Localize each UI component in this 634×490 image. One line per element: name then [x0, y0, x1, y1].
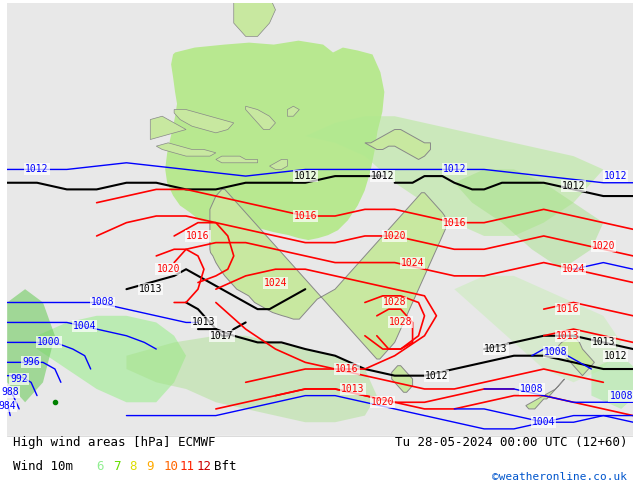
- Polygon shape: [126, 336, 377, 422]
- Polygon shape: [245, 106, 275, 129]
- Text: 1012: 1012: [371, 171, 394, 181]
- Text: 1024: 1024: [562, 264, 585, 274]
- Text: 11: 11: [180, 460, 195, 473]
- Polygon shape: [365, 129, 430, 159]
- Text: 1016: 1016: [443, 218, 466, 228]
- Text: 1016: 1016: [335, 364, 359, 374]
- Text: 1000: 1000: [37, 338, 61, 347]
- Text: 1012: 1012: [294, 171, 317, 181]
- Text: Bft: Bft: [214, 460, 236, 473]
- Text: 1008: 1008: [91, 297, 114, 308]
- Text: 1008: 1008: [609, 391, 633, 401]
- Polygon shape: [174, 110, 234, 133]
- Polygon shape: [526, 379, 565, 409]
- Text: 1012: 1012: [425, 370, 448, 381]
- Text: 1016: 1016: [294, 211, 317, 221]
- Text: 1013: 1013: [192, 318, 216, 327]
- Text: 1013: 1013: [556, 331, 579, 341]
- Polygon shape: [287, 106, 299, 116]
- Text: 1013: 1013: [484, 344, 508, 354]
- Text: 1013: 1013: [139, 284, 162, 294]
- Text: 1012: 1012: [562, 181, 585, 191]
- Polygon shape: [210, 190, 446, 359]
- Text: Wind 10m: Wind 10m: [13, 460, 73, 473]
- Text: 1012: 1012: [604, 351, 627, 361]
- Polygon shape: [269, 159, 287, 170]
- Text: 8: 8: [129, 460, 137, 473]
- Polygon shape: [559, 336, 595, 376]
- Text: 1012: 1012: [25, 165, 49, 174]
- Text: 9: 9: [146, 460, 154, 473]
- Text: 10: 10: [163, 460, 178, 473]
- Text: 992: 992: [10, 374, 28, 384]
- Text: 1004: 1004: [73, 321, 96, 331]
- Text: 1028: 1028: [383, 297, 406, 308]
- Text: 1017: 1017: [210, 331, 233, 341]
- Text: 1013: 1013: [592, 338, 615, 347]
- Text: 1024: 1024: [401, 258, 424, 268]
- Text: 984: 984: [0, 401, 16, 411]
- Text: 1008: 1008: [520, 384, 543, 394]
- Text: 1012: 1012: [443, 165, 466, 174]
- Text: 988: 988: [1, 387, 19, 397]
- Text: 6: 6: [96, 460, 103, 473]
- Polygon shape: [455, 276, 621, 382]
- Polygon shape: [37, 316, 186, 402]
- Text: Tu 28-05-2024 00:00 UTC (12+60): Tu 28-05-2024 00:00 UTC (12+60): [395, 437, 627, 449]
- Polygon shape: [165, 41, 384, 240]
- Text: 1024: 1024: [264, 277, 287, 288]
- Text: 7: 7: [113, 460, 120, 473]
- Text: High wind areas [hPa] ECMWF: High wind areas [hPa] ECMWF: [13, 437, 216, 449]
- Text: 1016: 1016: [186, 231, 210, 241]
- Polygon shape: [156, 143, 216, 156]
- Text: 1020: 1020: [383, 231, 406, 241]
- Text: 1020: 1020: [157, 264, 180, 274]
- Text: 996: 996: [22, 357, 40, 368]
- Text: 1016: 1016: [556, 304, 579, 314]
- Text: 1028: 1028: [389, 318, 412, 327]
- Polygon shape: [306, 116, 604, 236]
- Polygon shape: [592, 356, 634, 409]
- Text: 1013: 1013: [341, 384, 365, 394]
- Polygon shape: [216, 156, 257, 163]
- Polygon shape: [7, 289, 55, 402]
- Polygon shape: [150, 116, 186, 140]
- Text: 1008: 1008: [544, 347, 567, 357]
- Bar: [7, 3, 633, 436]
- Text: 1004: 1004: [532, 417, 555, 427]
- Text: ©weatheronline.co.uk: ©weatheronline.co.uk: [492, 472, 627, 482]
- Text: 1012: 1012: [604, 171, 627, 181]
- Text: 1020: 1020: [592, 241, 615, 251]
- Text: 12: 12: [197, 460, 212, 473]
- Bar: [7, 436, 633, 487]
- Polygon shape: [455, 170, 604, 269]
- Polygon shape: [392, 366, 413, 392]
- Text: 1020: 1020: [371, 397, 394, 407]
- Polygon shape: [234, 0, 275, 36]
